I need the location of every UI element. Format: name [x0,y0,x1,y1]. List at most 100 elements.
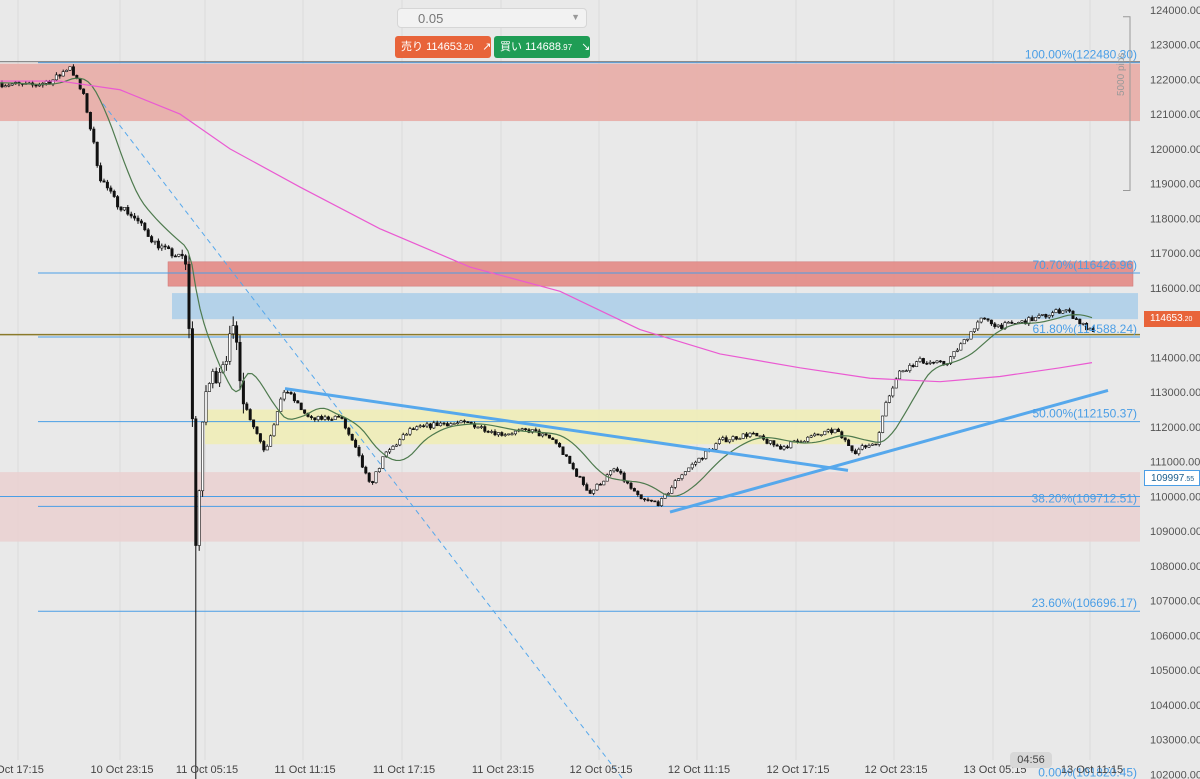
candle-body [445,423,449,427]
current-price-value: 114653 [1150,313,1183,324]
fib-lines-layer [0,61,1140,612]
candle-body [908,365,912,371]
candle-body [418,425,422,428]
candle-body [337,415,341,418]
candle-body [340,416,344,419]
candle-body [989,319,993,325]
arrow-down-right-icon: ↘ [581,41,591,53]
y-tick-label: 107000.00 [1150,596,1200,608]
y-tick-label: 105000.00 [1150,665,1200,677]
candle-body [1027,317,1031,325]
candle-body [853,450,857,455]
candle-body [1040,314,1044,316]
candle-body [439,422,443,427]
candle-body [228,333,232,362]
candle-body [343,418,347,429]
candle-body [813,433,817,437]
zone-box[interactable] [167,261,1134,287]
candle-body [894,378,898,389]
candle-body [884,402,888,417]
ascending-trendline[interactable] [669,388,1109,514]
y-tick-label: 111000.00 [1150,457,1200,469]
candle-body [666,493,670,495]
zone-box[interactable] [172,293,1138,320]
candle-body [996,324,1000,327]
candle-body [541,433,545,437]
candle-body [775,444,779,447]
candle-body [303,409,307,414]
ma-long-line[interactable] [0,80,1093,383]
candle-body [462,420,466,423]
candle-body [537,430,541,437]
candle-body [962,339,966,345]
x-tick-label: 11 Oct 17:15 [373,764,435,776]
candle-body [520,428,524,431]
candle-body [568,455,572,464]
y-tick-label: 123000.00 [1150,40,1200,52]
fib-label: 50.00%(112150.37) [1032,407,1137,421]
candle-body [867,445,871,448]
x-tick-label: 11 Oct 05:15 [176,764,238,776]
candle-body [700,457,704,460]
candle-body [116,196,120,208]
candle-body [609,470,613,476]
range-bracket-line [1123,16,1131,192]
lot-size-select[interactable]: 0.05 ▼ [397,8,587,28]
candle-body [194,418,198,546]
candle-body [167,246,171,249]
candle-body [1091,328,1095,332]
dashed-trendline-layer [102,103,623,779]
candle-body [636,490,640,495]
candle-body [826,429,830,432]
ma-short-line[interactable] [0,77,1093,497]
range-label: 5000 pips [1116,52,1127,96]
candle-body [269,435,273,447]
candle-body [683,471,687,476]
zone-box[interactable] [0,63,1140,122]
candle-body [235,325,239,343]
candle-body [364,466,368,474]
y-tick-label: 113000.00 [1150,387,1200,399]
buy-button[interactable]: 買い 114688.97 ↘ [494,36,590,58]
candle-body [330,419,334,421]
candle-body [738,438,742,440]
candle-body [782,446,786,450]
candle-body [71,66,75,76]
candle-body [391,445,395,450]
candle-body [629,482,633,489]
y-tick-label: 109000.00 [1150,526,1200,538]
candle-body [578,476,582,478]
candle-body [1030,317,1034,322]
candle-body [88,111,92,130]
candle-body [262,441,266,451]
candle-body [143,222,147,231]
candle-body [745,433,749,437]
candle-body [860,445,864,450]
y-tick-label: 116000.00 [1150,283,1200,295]
candle-body [1068,309,1072,312]
candle-body [408,428,412,435]
sell-button[interactable]: 売り 114653.20 ↗ [395,36,491,58]
candle-body [938,360,942,363]
candle-body [371,481,375,483]
candle-body [660,498,664,506]
x-tick-label: 11 Oct 23:15 [472,764,534,776]
y-tick-label: 102000.00 [1150,769,1200,779]
candle-body [751,432,755,435]
fib-label: 23.60%(106696.17) [1032,596,1137,610]
dashed-trendline[interactable] [102,103,623,779]
candle-body [309,416,313,418]
descending-trendline[interactable] [284,387,849,472]
candle-body [741,433,745,439]
fib-labels-layer: 100.00%(122480.30) 70.70%(116426.96) 61.80… [1025,48,1137,779]
candle-body [561,446,565,455]
candle-body [1054,309,1058,313]
candle-body [34,84,38,87]
candle-body [656,501,660,506]
candle-body [602,480,606,486]
y-tick-label: 112000.00 [1150,422,1200,434]
candle-body [612,468,616,472]
candle-body [476,426,480,429]
candle-body [1000,324,1004,329]
